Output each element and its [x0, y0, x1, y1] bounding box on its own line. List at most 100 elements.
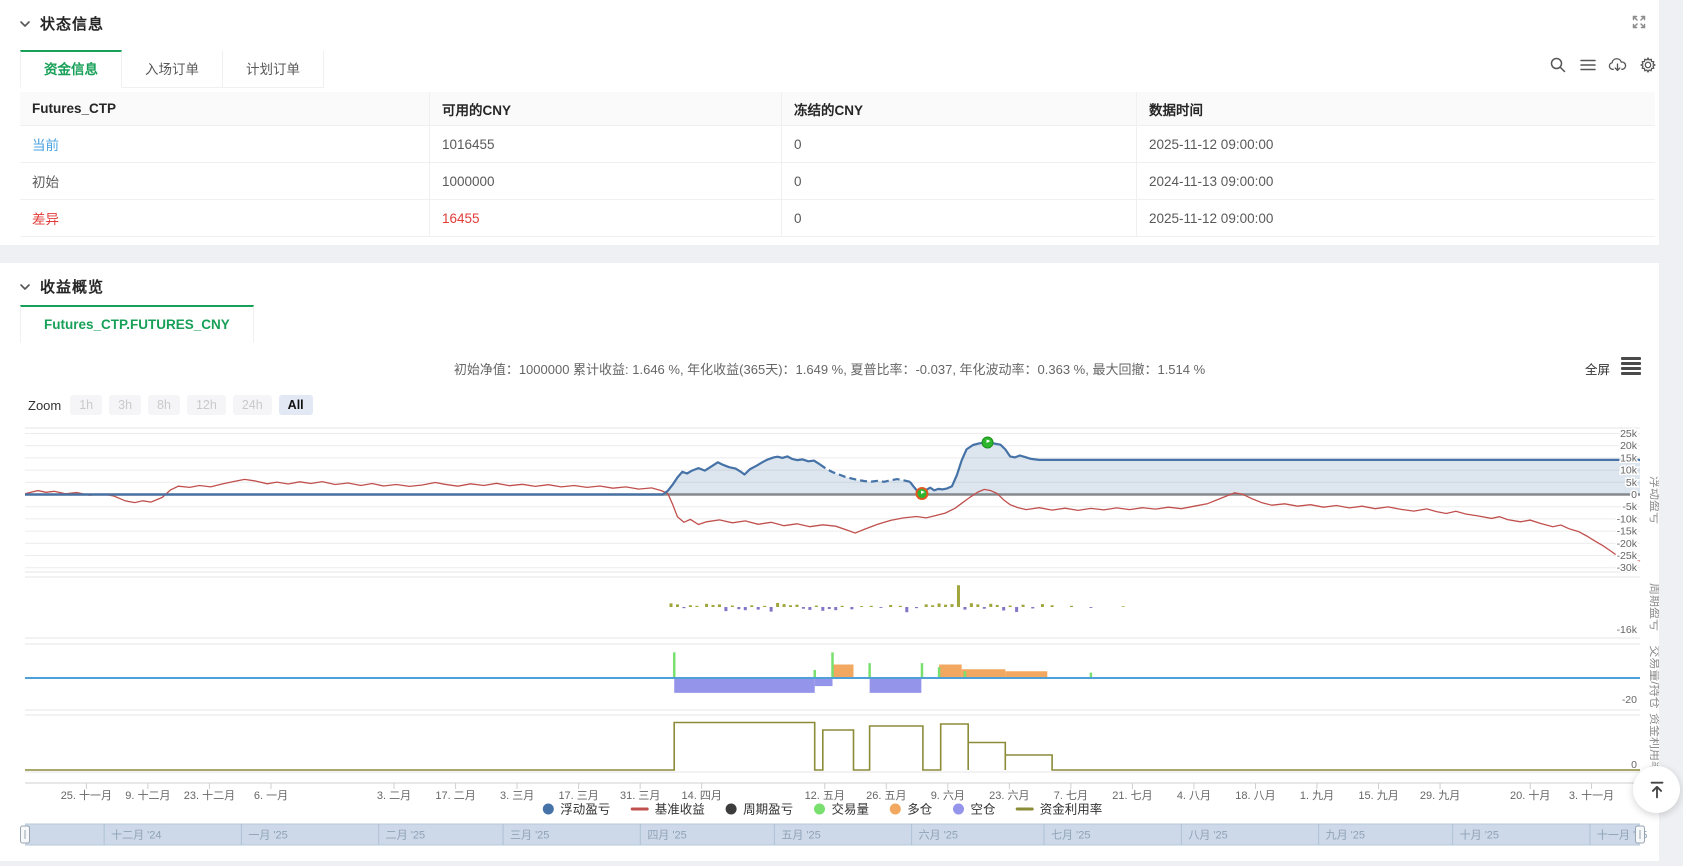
period-pnl-bar: [1015, 607, 1018, 612]
profit-chart[interactable]: 25k20k15k10k5k0-5k-10k-15k-20k-25k-30k-1…: [0, 425, 1659, 861]
navigator-month-label: 二月 '25: [386, 830, 425, 842]
period-pnl-bar: [860, 606, 863, 607]
x-axis-label: 9. 十二月: [125, 788, 170, 802]
fullscreen-button[interactable]: 全屏: [1585, 359, 1610, 378]
col-header-available: 可用的CNY: [430, 92, 782, 126]
period-pnl-bar: [1002, 607, 1005, 610]
zoom-button-all[interactable]: All: [279, 395, 313, 415]
zoom-button-24h[interactable]: 24h: [233, 395, 272, 415]
short-position-block: [815, 678, 833, 686]
svg-text:多仓: 多仓: [907, 803, 933, 817]
chevron-down-icon[interactable]: [18, 280, 32, 294]
tab-futures-ctp-cny[interactable]: Futures_CTP.FUTURES_CNY: [20, 305, 254, 343]
x-axis-label: 17. 二月: [435, 790, 475, 802]
svg-text:-15k: -15k: [1617, 526, 1638, 538]
period-pnl-bar: [1031, 607, 1034, 608]
zoom-button-12h[interactable]: 12h: [187, 395, 226, 415]
status-section-header: 状态信息: [0, 0, 1659, 40]
tab-entry-orders[interactable]: 入场订单: [122, 50, 223, 88]
period-pnl-bar: [815, 606, 818, 607]
expand-icon[interactable]: [1630, 13, 1648, 31]
period-pnl-bar: [976, 604, 979, 607]
svg-text:-20k: -20k: [1617, 538, 1638, 550]
tab-planned-orders[interactable]: 计划订单: [223, 50, 324, 88]
legend-marker: [814, 804, 825, 815]
legend-item: 多仓: [890, 803, 933, 817]
legend-marker: [890, 804, 901, 815]
x-axis-label: 21. 七月: [1112, 789, 1152, 802]
gear-icon[interactable]: [1638, 55, 1657, 74]
row-label-current[interactable]: 当前: [20, 126, 430, 163]
x-axis-label: 15. 九月: [1358, 789, 1398, 802]
svg-text:-25k: -25k: [1617, 550, 1638, 562]
period-pnl-bar: [757, 607, 760, 610]
period-pnl-bar: [915, 607, 918, 608]
svg-text:-5k: -5k: [1622, 501, 1637, 513]
legend-item: 交易量: [814, 802, 869, 817]
legend-marker: [953, 804, 964, 815]
status-section-title: 状态信息: [40, 13, 104, 34]
legend-marker: [1016, 808, 1034, 811]
navigator-month-label: 十月 '25: [1460, 828, 1499, 842]
period-pnl-bar: [889, 605, 892, 607]
svg-text:资金利用率: 资金利用率: [1040, 802, 1103, 817]
x-axis-label: 7. 七月: [1054, 789, 1088, 802]
zoom-button-3h[interactable]: 3h: [109, 395, 141, 415]
tab-fund-info[interactable]: 资金信息: [20, 50, 122, 88]
period-pnl-bar: [783, 604, 786, 607]
period-pnl-bar: [711, 605, 714, 607]
period-pnl-bar: [682, 607, 685, 608]
short-position-block: [674, 678, 815, 693]
back-to-top-button[interactable]: [1633, 766, 1680, 813]
navigator-handle-left[interactable]: [21, 826, 30, 843]
svg-text:0: 0: [1631, 489, 1637, 501]
long-position-block: [833, 665, 854, 679]
period-pnl-bar: [789, 605, 792, 607]
floating-pnl-area: [25, 443, 1640, 495]
legend-item: 资金利用率: [1016, 802, 1103, 817]
period-pnl-bar: [879, 607, 882, 608]
cell-time: 2025-11-12 09:00:00: [1137, 200, 1655, 237]
period-pnl-bar: [970, 603, 973, 607]
svg-text:25k: 25k: [1620, 428, 1638, 440]
legend-item: 基准收益: [631, 803, 705, 817]
zoom-button-8h[interactable]: 8h: [148, 395, 180, 415]
row-label-diff[interactable]: 差异: [20, 200, 430, 237]
period-pnl-bar: [951, 604, 954, 607]
zoom-label: Zoom: [28, 398, 61, 413]
context-menu-icon[interactable]: [1621, 357, 1641, 375]
x-axis-label: 9. 六月: [931, 789, 965, 802]
cloud-download-icon[interactable]: [1608, 55, 1627, 74]
status-tabs: 资金信息 入场订单 计划订单: [20, 50, 324, 88]
period-pnl-bar: [1009, 606, 1012, 607]
period-pnl-bar: [705, 604, 708, 607]
period-pnl-bar: [938, 604, 941, 607]
x-axis-label: 23. 十二月: [184, 788, 235, 802]
row-label-initial: 初始: [20, 163, 430, 200]
period-pnl-bar: [931, 605, 934, 607]
period-pnl-bar: [841, 606, 844, 607]
chart-legend: 浮动盈亏基准收益周期盈亏交易量多仓空仓资金利用率: [543, 802, 1102, 817]
period-pnl-bar: [828, 607, 831, 609]
chevron-down-icon[interactable]: [18, 17, 32, 31]
zoom-button-1h[interactable]: 1h: [70, 395, 102, 415]
period-pnl-bar: [989, 604, 992, 607]
period-pnl-bar: [795, 605, 798, 607]
x-axis-label: 14. 四月: [682, 790, 722, 802]
navigator-month-label: 三月 '25: [510, 830, 549, 842]
search-icon[interactable]: [1548, 55, 1567, 74]
long-position-block: [1005, 671, 1047, 678]
utilization-step-line: [25, 723, 1640, 771]
x-axis-label: 17. 三月: [558, 790, 598, 802]
col-header-datatime: 数据时间: [1137, 92, 1655, 126]
back-to-top-icon: [1646, 779, 1668, 801]
cell-available: 16455: [430, 200, 782, 237]
navigator-handle-right[interactable]: [1636, 826, 1645, 843]
x-axis-label: 6. 一月: [254, 790, 288, 802]
table-toolbar: [1548, 55, 1657, 74]
period-pnl-bar: [689, 605, 692, 607]
period-pnl-bar: [996, 605, 999, 607]
panel-axis-title: 交易量/持仓: [1648, 645, 1659, 708]
menu-icon[interactable]: [1578, 55, 1597, 74]
svg-text:周期盈亏: 周期盈亏: [743, 803, 793, 817]
